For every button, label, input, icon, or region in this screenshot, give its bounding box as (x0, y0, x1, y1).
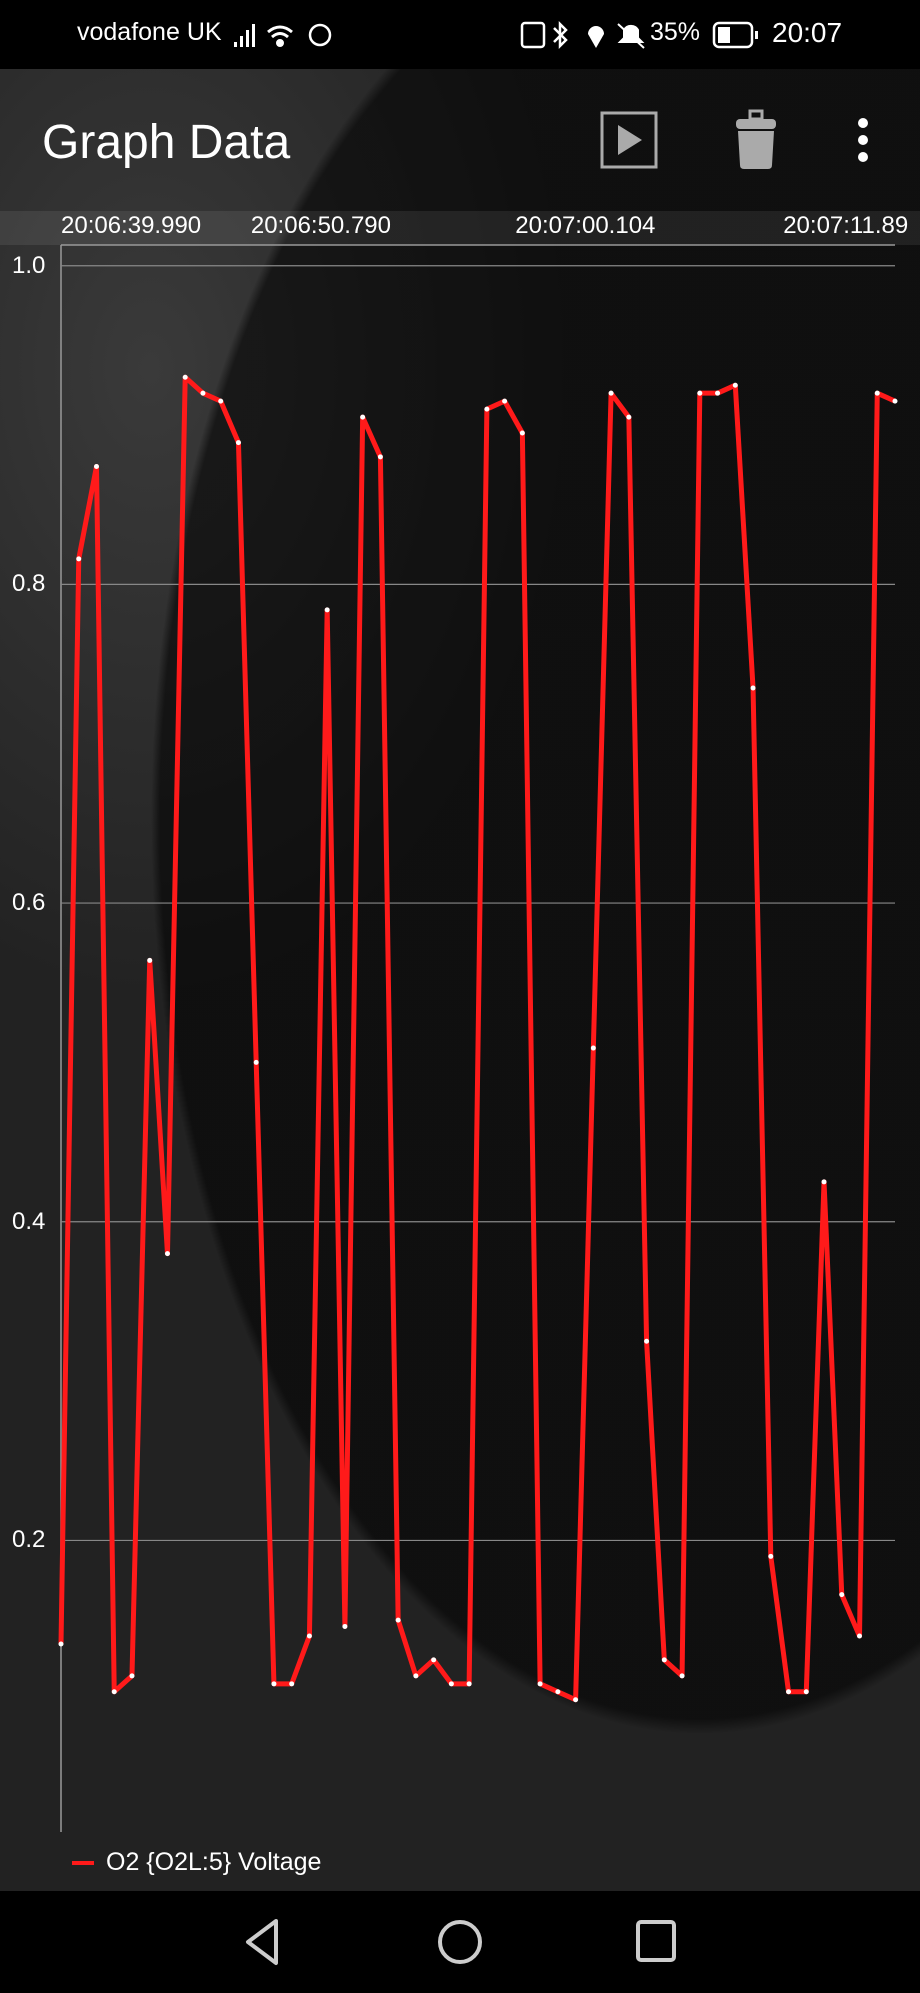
y-tick-label: 0.2 (12, 1526, 46, 1554)
data-point (555, 1689, 561, 1695)
data-point (537, 1681, 543, 1687)
background (0, 69, 920, 1891)
more-options-button[interactable] (832, 109, 894, 171)
data-point (235, 440, 241, 446)
data-point (377, 454, 383, 460)
data-point (324, 607, 330, 613)
app-bar: Graph Data (0, 69, 920, 211)
signal-wifi-whatsapp-icons (234, 23, 332, 47)
x-tick-label: 20:06:50.790 (250, 212, 391, 239)
location-icon (588, 26, 604, 48)
signal-icon (234, 24, 255, 47)
data-point (58, 1641, 64, 1647)
data-point (76, 556, 82, 562)
recents-icon[interactable] (632, 1917, 682, 1967)
data-point (679, 1673, 685, 1679)
data-point (644, 1338, 650, 1344)
battery-icon (712, 21, 758, 49)
data-point (395, 1617, 401, 1623)
data-point (892, 398, 898, 404)
y-tick-label: 0.8 (12, 570, 46, 598)
data-point (590, 1045, 596, 1051)
home-icon[interactable] (435, 1917, 485, 1967)
clock: 20:07 (772, 17, 843, 48)
data-point (839, 1592, 845, 1598)
carrier-label: vodafone UK (77, 18, 222, 46)
data-point (431, 1657, 437, 1663)
y-tick-label: 1.0 (12, 251, 46, 279)
back-icon[interactable] (240, 1917, 290, 1967)
data-point (129, 1673, 135, 1679)
nfc-icon (520, 21, 546, 49)
status-bar: vodafone UK 35% 20:07 (0, 0, 920, 69)
data-point (253, 1059, 259, 1065)
x-tick-label: 20:07:11.89 (783, 212, 909, 239)
data-point (608, 390, 614, 396)
trash-icon (736, 109, 776, 169)
data-point (93, 463, 99, 469)
data-point (182, 374, 188, 380)
data-point (360, 414, 366, 420)
x-tick-label: 20:06:39.990 (61, 212, 202, 239)
data-point (697, 390, 703, 396)
legend-swatch (72, 1860, 94, 1865)
data-point (147, 957, 153, 963)
status-right-icons (520, 20, 645, 50)
data-point (164, 1251, 170, 1257)
data-point (821, 1179, 827, 1185)
data-point (715, 390, 721, 396)
data-point (502, 398, 508, 404)
mute-icon (617, 23, 645, 49)
bluetooth-icon (553, 20, 568, 50)
data-point (466, 1681, 472, 1687)
data-point (750, 685, 756, 691)
legend-label: O2 {O2L:5} Voltage (106, 1848, 322, 1876)
data-point (661, 1657, 667, 1663)
data-point (803, 1689, 809, 1695)
data-point (200, 390, 206, 396)
whatsapp-icon (308, 23, 332, 47)
play-button[interactable] (598, 109, 660, 171)
data-point (111, 1689, 117, 1695)
play-icon (600, 111, 658, 169)
data-point (626, 414, 632, 420)
data-point (786, 1689, 792, 1695)
wifi-icon (267, 25, 293, 47)
data-point (484, 406, 490, 412)
data-point (519, 430, 525, 436)
page-title: Graph Data (42, 116, 291, 169)
nav-bar (0, 1891, 920, 1993)
data-point (732, 382, 738, 388)
delete-button[interactable] (725, 109, 787, 171)
y-tick-label: 0.4 (12, 1207, 46, 1235)
data-point (448, 1681, 454, 1687)
data-point (573, 1697, 579, 1703)
data-point (271, 1681, 277, 1687)
data-point (768, 1553, 774, 1559)
data-point (218, 398, 224, 404)
data-point (413, 1673, 419, 1679)
x-axis-band (0, 211, 920, 245)
legend: O2 {O2L:5} Voltage (72, 1848, 321, 1877)
y-tick-label: 0.6 (12, 889, 46, 917)
battery-percent: 35% (650, 18, 701, 46)
x-tick-label: 20:07:00.104 (515, 212, 656, 239)
more-vert-icon (858, 118, 868, 162)
data-point (342, 1623, 348, 1629)
data-point (306, 1633, 312, 1639)
series-line (58, 374, 897, 1703)
data-point (874, 390, 880, 396)
data-point (289, 1681, 295, 1687)
data-point (857, 1633, 863, 1639)
